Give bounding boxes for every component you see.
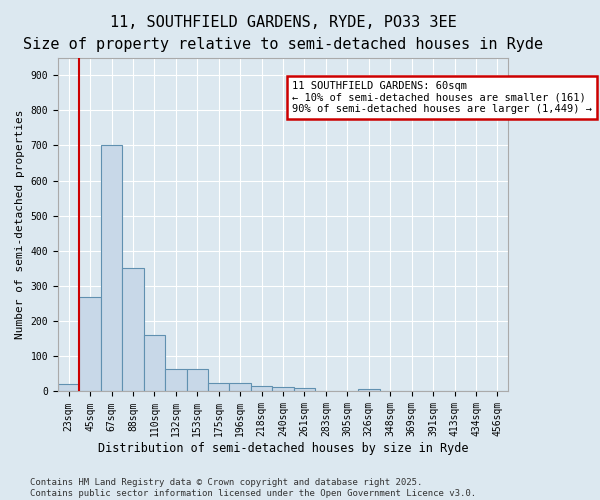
Title: 11, SOUTHFIELD GARDENS, RYDE, PO33 3EE
Size of property relative to semi-detache: 11, SOUTHFIELD GARDENS, RYDE, PO33 3EE S… (23, 15, 543, 52)
Bar (143, 335, 165, 392)
Bar (358, 388, 380, 392)
Text: Contains HM Land Registry data © Crown copyright and database right 2025.
Contai: Contains HM Land Registry data © Crown c… (30, 478, 476, 498)
Bar (251, 386, 272, 392)
Bar (101, 146, 122, 392)
Bar (187, 368, 208, 392)
X-axis label: Distribution of semi-detached houses by size in Ryde: Distribution of semi-detached houses by … (98, 442, 469, 455)
Bar (272, 388, 294, 392)
Text: 11 SOUTHFIELD GARDENS: 60sqm
← 10% of semi-detached houses are smaller (161)
90%: 11 SOUTHFIELD GARDENS: 60sqm ← 10% of se… (292, 81, 592, 114)
Bar (58, 384, 79, 392)
Y-axis label: Number of semi-detached properties: Number of semi-detached properties (15, 110, 25, 340)
Bar (294, 388, 315, 392)
Bar (208, 382, 229, 392)
Bar (165, 368, 187, 392)
Bar (229, 382, 251, 392)
Bar (122, 268, 143, 392)
Bar (79, 296, 101, 392)
